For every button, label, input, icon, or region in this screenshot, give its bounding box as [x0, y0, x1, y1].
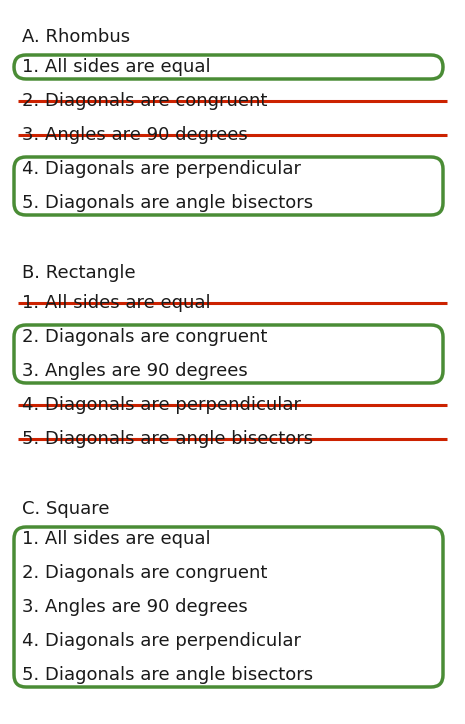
- Text: 2. Diagonals are congruent: 2. Diagonals are congruent: [22, 92, 267, 110]
- Text: 1. All sides are equal: 1. All sides are equal: [22, 294, 211, 312]
- Text: 5. Diagonals are angle bisectors: 5. Diagonals are angle bisectors: [22, 194, 313, 212]
- Text: 3. Angles are 90 degrees: 3. Angles are 90 degrees: [22, 598, 248, 616]
- Text: A. Rhombus: A. Rhombus: [22, 28, 130, 46]
- Text: 5. Diagonals are angle bisectors: 5. Diagonals are angle bisectors: [22, 666, 313, 684]
- Text: 4. Diagonals are perpendicular: 4. Diagonals are perpendicular: [22, 160, 301, 178]
- Text: 3. Angles are 90 degrees: 3. Angles are 90 degrees: [22, 126, 248, 144]
- Text: C. Square: C. Square: [22, 500, 109, 518]
- Text: 3. Angles are 90 degrees: 3. Angles are 90 degrees: [22, 362, 248, 380]
- Text: 4. Diagonals are perpendicular: 4. Diagonals are perpendicular: [22, 632, 301, 650]
- Text: 2. Diagonals are congruent: 2. Diagonals are congruent: [22, 328, 267, 346]
- Text: 1. All sides are equal: 1. All sides are equal: [22, 58, 211, 76]
- Text: 2. Diagonals are congruent: 2. Diagonals are congruent: [22, 564, 267, 582]
- Text: B. Rectangle: B. Rectangle: [22, 264, 136, 282]
- Text: 1. All sides are equal: 1. All sides are equal: [22, 530, 211, 548]
- Text: 4. Diagonals are perpendicular: 4. Diagonals are perpendicular: [22, 396, 301, 414]
- Text: 5. Diagonals are angle bisectors: 5. Diagonals are angle bisectors: [22, 430, 313, 448]
